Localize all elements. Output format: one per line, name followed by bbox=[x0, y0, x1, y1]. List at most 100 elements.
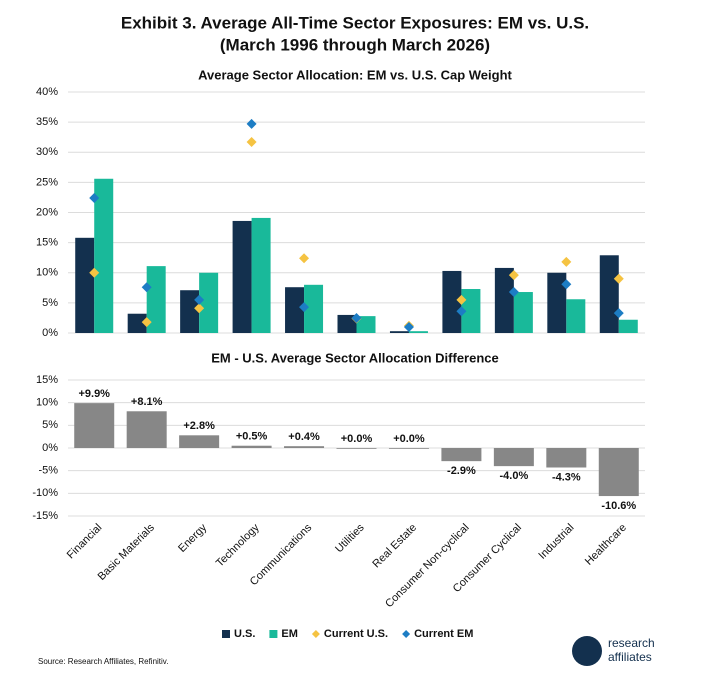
data-label: +0.5% bbox=[236, 431, 268, 443]
x-tick-label: Utilities bbox=[333, 521, 367, 555]
y-tick-label: 25% bbox=[36, 176, 58, 188]
y-tick-label: 0% bbox=[42, 327, 58, 339]
logo: research affiliates bbox=[572, 636, 655, 666]
logo-text: research bbox=[608, 636, 655, 650]
data-label: +8.1% bbox=[131, 396, 163, 408]
diamond-marker bbox=[299, 253, 310, 264]
x-tick-label: Technology bbox=[214, 521, 262, 569]
bar bbox=[337, 314, 357, 333]
x-tick-label: Real Estate bbox=[370, 522, 419, 571]
y-tick-label: -10% bbox=[32, 487, 58, 499]
bar bbox=[599, 255, 619, 333]
diamond-marker bbox=[246, 118, 257, 129]
bar bbox=[126, 411, 167, 448]
bar bbox=[356, 316, 376, 333]
bar bbox=[304, 284, 324, 333]
data-label: +0.0% bbox=[341, 433, 373, 445]
bar bbox=[618, 319, 638, 333]
bar bbox=[494, 267, 514, 333]
bar bbox=[388, 448, 429, 449]
bar bbox=[493, 448, 534, 467]
bar bbox=[251, 217, 271, 333]
y-tick-label: 40% bbox=[36, 86, 58, 98]
diamond-marker bbox=[141, 282, 152, 293]
legend-marker bbox=[269, 630, 278, 638]
chart-subtitle: (March 1996 through March 2026) bbox=[220, 35, 490, 54]
legend-label: Current EM bbox=[414, 628, 473, 640]
y-tick-label: 10% bbox=[36, 267, 58, 279]
bar bbox=[74, 403, 115, 448]
bar bbox=[566, 299, 586, 333]
diamond-marker bbox=[246, 137, 257, 148]
diamond-marker bbox=[456, 306, 467, 317]
legend-marker bbox=[222, 630, 230, 638]
diamond-marker bbox=[508, 287, 519, 298]
data-label: -4.3% bbox=[552, 471, 581, 483]
legend-label: Current U.S. bbox=[324, 628, 388, 640]
bar bbox=[546, 448, 587, 468]
x-tick-label: Industrial bbox=[536, 522, 576, 562]
bar bbox=[598, 448, 639, 497]
legend-marker bbox=[311, 630, 320, 638]
y-tick-label: -15% bbox=[32, 510, 58, 522]
bar bbox=[146, 266, 166, 333]
bottom-title: EM - U.S. Average Sector Allocation Diff… bbox=[211, 350, 499, 365]
bar bbox=[408, 331, 428, 333]
data-label: -10.6% bbox=[601, 500, 636, 512]
y-tick-label: 5% bbox=[42, 419, 58, 431]
y-tick-label: 30% bbox=[36, 146, 58, 158]
y-tick-label: 35% bbox=[36, 116, 58, 128]
bar bbox=[231, 445, 272, 448]
bar bbox=[389, 331, 409, 333]
bar bbox=[285, 287, 305, 333]
y-tick-label: 5% bbox=[42, 297, 58, 309]
legend-label: EM bbox=[281, 628, 298, 640]
x-tick-label: Healthcare bbox=[583, 522, 629, 568]
x-tick-label: Energy bbox=[176, 521, 209, 554]
bar bbox=[94, 178, 114, 333]
legend-marker bbox=[402, 630, 411, 638]
bar bbox=[179, 435, 220, 448]
bar bbox=[284, 446, 325, 448]
data-label: +0.0% bbox=[393, 433, 425, 445]
y-tick-label: 15% bbox=[36, 374, 58, 386]
diamond-marker bbox=[141, 317, 152, 328]
diamond-marker bbox=[561, 279, 572, 290]
diamond-marker bbox=[351, 312, 362, 323]
diamond-marker bbox=[299, 302, 310, 313]
x-tick-label: Basic Materials bbox=[96, 521, 158, 583]
y-tick-label: 0% bbox=[42, 442, 58, 454]
bar bbox=[199, 272, 219, 333]
logo-icon bbox=[572, 636, 602, 666]
x-tick-label: Financial bbox=[65, 522, 105, 562]
diamond-marker bbox=[194, 294, 205, 305]
source: Source: Research Affiliates, Refinitiv. bbox=[38, 657, 168, 666]
legend-label: U.S. bbox=[234, 628, 255, 640]
data-label: +2.8% bbox=[183, 420, 215, 432]
diamond-marker bbox=[194, 303, 205, 314]
bar bbox=[513, 292, 533, 333]
data-label: +9.9% bbox=[78, 388, 110, 400]
diamond-marker bbox=[561, 256, 572, 267]
diamond-marker bbox=[89, 193, 100, 204]
bar bbox=[232, 220, 252, 333]
chart-title: Exhibit 3. Average All-Time Sector Expos… bbox=[121, 13, 589, 32]
bar bbox=[180, 290, 200, 333]
diamond-marker bbox=[613, 273, 624, 284]
diamond-marker bbox=[89, 267, 100, 278]
bar bbox=[336, 448, 377, 449]
y-tick-label: 15% bbox=[36, 237, 58, 249]
bar bbox=[442, 270, 462, 333]
y-tick-label: 10% bbox=[36, 397, 58, 409]
logo-text: affiliates bbox=[608, 650, 652, 664]
data-label: -4.0% bbox=[499, 470, 528, 482]
y-tick-label: 20% bbox=[36, 206, 58, 218]
diamond-marker bbox=[456, 294, 467, 305]
bar bbox=[441, 448, 482, 462]
diamond-marker bbox=[508, 270, 519, 281]
diamond-marker bbox=[403, 321, 414, 332]
bar bbox=[127, 313, 147, 333]
top-title: Average Sector Allocation: EM vs. U.S. C… bbox=[198, 67, 512, 82]
data-label: -2.9% bbox=[447, 465, 476, 477]
